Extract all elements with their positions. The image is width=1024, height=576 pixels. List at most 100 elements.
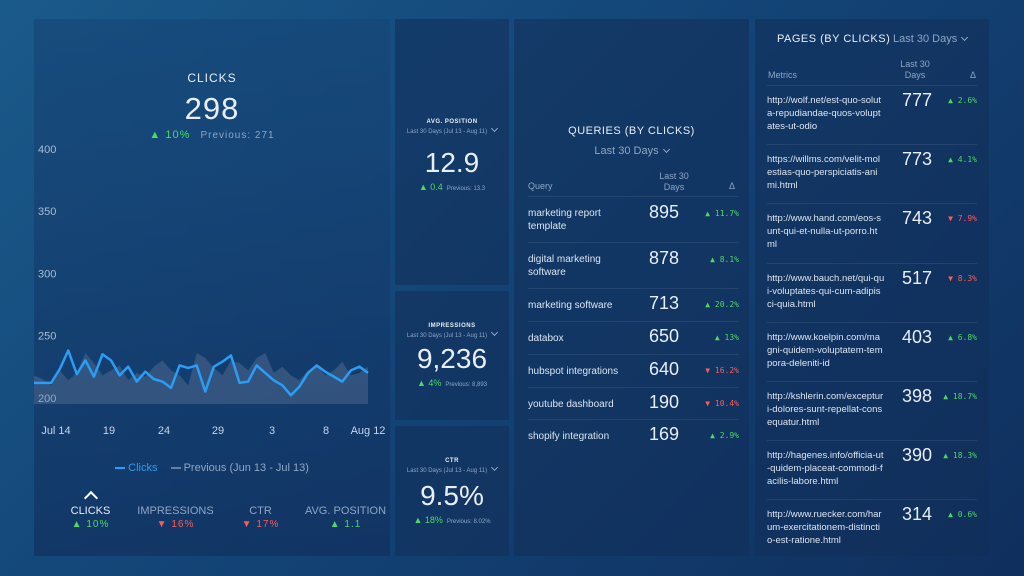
query-name: youtube dashboard <box>528 399 614 410</box>
query-change: ▲ 13% <box>714 333 739 342</box>
page-url[interactable]: http://www.bauch.net/qui-qui-voluptates-… <box>767 272 885 310</box>
queries-col-query: Query <box>528 181 553 191</box>
queries-range-dropdown[interactable]: Last 30 Days <box>514 145 749 157</box>
tab-impressions-change: ▼ 16% <box>156 519 195 530</box>
impressions-title: IMPRESSIONS <box>428 323 476 329</box>
query-change: ▼ 10.4% <box>705 399 739 408</box>
pages-col-value: Last 30 Days <box>900 59 930 80</box>
page-url[interactable]: http://wolf.net/est-quo-soluta-repudiand… <box>767 95 882 132</box>
avg-position-change: ▲ 0.4 <box>418 182 443 192</box>
query-value: 169 <box>648 424 679 444</box>
pages-range-dropdown[interactable]: Last 30 Days <box>893 33 969 45</box>
query-name: shopify integration <box>528 431 610 442</box>
ctr-change: ▲ 18% <box>413 515 443 525</box>
page-change: ▲ 2.6% <box>948 96 977 105</box>
tab-avg-position-label: AVG. POSITION <box>304 505 387 517</box>
x-tick-label: 8 <box>323 425 329 437</box>
legend-clicks-label: Clicks <box>128 462 158 474</box>
tab-ctr-change: ▼ 17% <box>241 519 280 530</box>
query-row[interactable]: youtube dashboard 190 ▼ 10.4% <box>528 387 739 421</box>
pages-panel: PAGES (BY CLICKS) Last 30 Days Metrics L… <box>755 19 989 556</box>
ctr-panel: CTR Last 30 Days (Jul 13 - Aug 11) 9.5% … <box>395 426 509 556</box>
query-change: ▼ 16.2% <box>705 366 739 375</box>
ctr-value: 9.5% <box>420 480 484 511</box>
chevron-down-icon <box>662 145 670 154</box>
pages-col-delta: Δ <box>969 70 976 80</box>
query-row[interactable]: marketing report template 895 ▲ 11.7% <box>528 196 739 243</box>
page-url[interactable]: http://www.koelpin.com/magni-quidem-volu… <box>767 331 883 369</box>
page-change: ▲ 6.8% <box>948 332 977 342</box>
clicks-previous: Previous: 271 <box>200 130 275 141</box>
page-row[interactable]: http://wolf.net/est-quo-soluta-repudiand… <box>767 85 977 145</box>
page-url[interactable]: http://www.hand.com/eos-sunt-qui-et-null… <box>767 213 882 251</box>
query-change: ▲ 11.7% <box>705 209 739 218</box>
query-change: ▲ 20.2% <box>705 300 739 309</box>
query-row[interactable]: shopify integration 169 ▲ 2.9% <box>528 419 739 453</box>
query-value: 878 <box>648 248 679 268</box>
page-value: 398 <box>901 386 932 406</box>
query-row[interactable]: hubspot integrations 640 ▼ 16.2% <box>528 354 739 388</box>
impressions-previous: Previous: 8,893 <box>445 382 488 388</box>
impressions-range[interactable]: Last 30 Days (Jul 13 - Aug 11) <box>395 328 509 339</box>
queries-col-delta: Δ <box>728 181 735 191</box>
tab-clicks[interactable]: CLICKS ▲ 10% <box>48 489 133 539</box>
query-value: 650 <box>648 326 679 346</box>
page-change: ▲ 4.1% <box>948 155 977 165</box>
page-change: ▲ 0.6% <box>948 510 977 520</box>
page-url[interactable]: http://www.ruecker.com/harum-exercitatio… <box>767 509 882 547</box>
query-name: databox <box>528 333 564 344</box>
query-name: hubspot integrations <box>528 366 619 377</box>
page-value: 773 <box>901 149 932 170</box>
page-row[interactable]: https://willms.com/velit-molestias-quo-p… <box>767 144 977 204</box>
clicks-title: CLICKS <box>187 71 237 85</box>
chevron-down-icon <box>491 124 499 133</box>
tab-impressions[interactable]: IMPRESSIONS ▼ 16% <box>133 489 218 539</box>
ctr-previous: Previous: 8.02% <box>446 519 491 525</box>
query-value: 640 <box>648 359 679 379</box>
query-name: marketing report template <box>528 208 601 232</box>
tab-clicks-label: CLICKS <box>70 505 111 517</box>
x-tick-label: Jul 14 <box>41 425 70 437</box>
chevron-down-icon <box>491 328 499 337</box>
y-tick-label: 200 <box>38 393 56 405</box>
page-change: ▲ 18.3% <box>943 451 977 461</box>
query-row[interactable]: databox 650 ▲ 13% <box>528 321 739 355</box>
metric-tabs: CLICKS ▲ 10% IMPRESSIONS ▼ 16% CTR ▼ 17%… <box>48 489 388 539</box>
tab-avg-position[interactable]: AVG. POSITION ▲ 1.1 <box>303 489 388 539</box>
query-value: 190 <box>648 392 679 412</box>
page-value: 743 <box>901 208 932 229</box>
impressions-value: 9,236 <box>416 343 488 374</box>
ctr-range[interactable]: Last 30 Days (Jul 13 - Aug 11) <box>395 463 509 474</box>
page-row[interactable]: http://www.hand.com/eos-sunt-qui-et-null… <box>767 203 977 263</box>
tab-ctr-label: CTR <box>249 505 272 517</box>
impressions-change: ▲ 4% <box>416 378 442 388</box>
y-tick-label: 250 <box>38 331 56 343</box>
tab-clicks-change: ▲ 10% <box>71 519 110 530</box>
query-row[interactable]: marketing software 713 ▲ 20.2% <box>528 288 739 322</box>
page-change: ▼ 8.3% <box>948 273 977 283</box>
page-url[interactable]: http://hagenes.info/officia-ut-quidem-pl… <box>767 450 884 488</box>
chevron-down-icon <box>491 463 499 472</box>
tab-ctr[interactable]: CTR ▼ 17% <box>218 489 303 539</box>
page-url[interactable]: http://kshlerin.com/excepturi-dolores-su… <box>767 391 884 428</box>
page-row[interactable]: http://hagenes.info/officia-ut-quidem-pl… <box>767 440 977 500</box>
page-value: 517 <box>901 267 932 288</box>
tab-avg-position-change: ▲ 1.1 <box>329 519 362 530</box>
queries-panel: QUERIES (BY CLICKS) Last 30 Days Query L… <box>514 19 749 556</box>
x-tick-label: 3 <box>269 425 275 437</box>
page-row[interactable]: http://kshlerin.com/excepturi-dolores-su… <box>767 381 977 441</box>
clicks-panel: CLICKS 298 ▲ 10% Previous: 271 200250300… <box>34 19 390 556</box>
page-row[interactable]: http://www.koelpin.com/magni-quidem-volu… <box>767 321 977 382</box>
page-value: 403 <box>901 326 932 347</box>
query-name: marketing software <box>528 300 613 311</box>
queries-col-value: Last 30 Days <box>659 171 689 192</box>
page-row[interactable]: http://www.bauch.net/qui-qui-voluptates-… <box>767 262 977 323</box>
query-row[interactable]: digital marketing software 878 ▲ 8.1% <box>528 242 739 289</box>
page-row[interactable]: http://www.ruecker.com/harum-exercitatio… <box>767 499 977 559</box>
page-url[interactable]: https://willms.com/velit-molestias-quo-p… <box>767 154 880 192</box>
avg-position-range[interactable]: Last 30 Days (Jul 13 - Aug 11) <box>395 124 509 135</box>
avg-position-title: AVG. POSITION <box>426 119 478 125</box>
clicks-line-chart: 200 250 300 350 400 Jul 14 19 24 29 3 8 Aug 12 <box>34 144 386 437</box>
avg-position-previous: Previous: 13.3 <box>446 186 486 192</box>
x-tick-label: Aug 12 <box>351 425 386 437</box>
